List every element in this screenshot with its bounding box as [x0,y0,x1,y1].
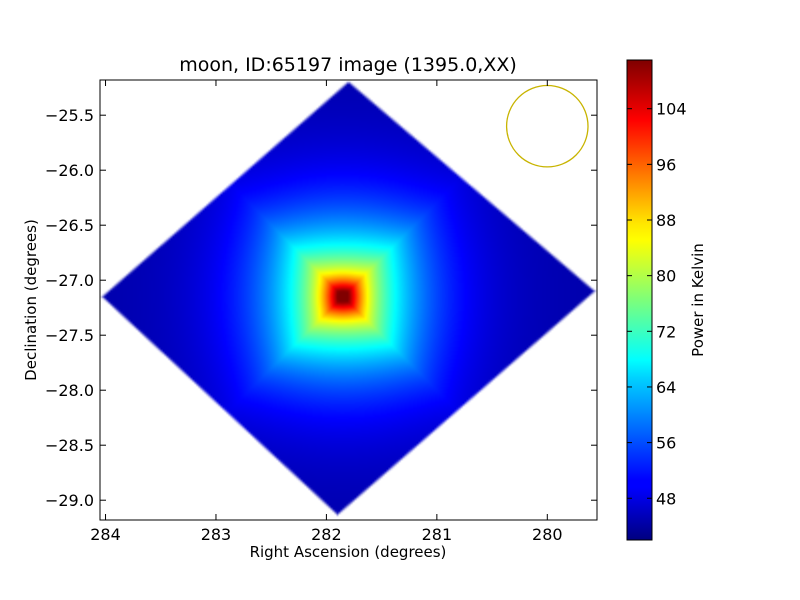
colorbar [627,60,652,540]
colorbar-tick-label: 104 [656,100,687,119]
y-tick-label: −27.0 [45,271,94,290]
y-axis-label: Declination (degrees) [22,219,40,381]
x-tick-label: 283 [201,525,232,544]
x-tick-label: 280 [532,525,563,544]
colorbar-label: Power in Kelvin [689,243,707,357]
y-axis-ticks: −25.5 −26.0 −26.5 −27.0 −27.5 −28.0 −28.5 −29.0 [45,106,597,510]
colorbar-tick-label: 64 [656,378,676,397]
heatmap-image [100,80,597,520]
y-tick-label: −27.5 [45,326,94,345]
colorbar-tick-label: 48 [656,489,676,508]
y-tick-label: −26.5 [45,216,94,235]
y-tick-label: −28.0 [45,381,94,400]
colorbar-tick-label: 56 [656,434,676,453]
colorbar-tick-label: 72 [656,322,676,341]
colorbar-ticks: 48 56 64 72 80 88 96 104 [627,100,687,508]
chart-title: moon, ID:65197 image (1395.0,XX) [179,54,517,76]
x-tick-label: 281 [422,525,453,544]
x-tick-label: 282 [311,525,342,544]
y-tick-label: −28.5 [45,436,94,455]
y-tick-label: −26.0 [45,161,94,180]
y-tick-label: −25.5 [45,106,94,125]
colorbar-tick-label: 80 [656,267,676,286]
x-axis-ticks: 284 283 282 281 280 [90,80,563,544]
colorbar-frame [626,59,653,541]
x-axis-label: Right Ascension (degrees) [250,543,447,561]
colorbar-tick-label: 88 [656,211,676,230]
colorbar-tick-label: 96 [656,155,676,174]
x-tick-label: 284 [90,525,121,544]
y-tick-label: −29.0 [45,491,94,510]
plot-frame [99,79,598,521]
